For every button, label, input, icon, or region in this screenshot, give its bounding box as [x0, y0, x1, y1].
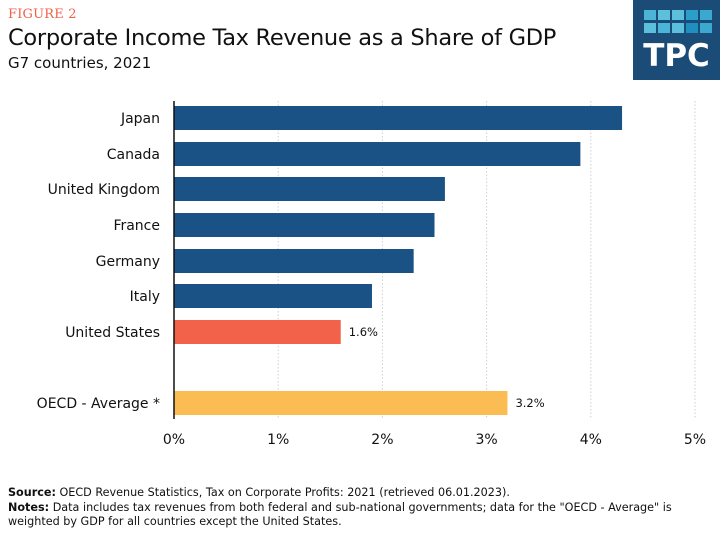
logo-square: [700, 10, 712, 20]
bar-chart: Japan Canada United Kingdom France Germany It…: [37, 101, 706, 448]
category-label: Italy: [130, 289, 160, 305]
logo-square: [658, 10, 670, 20]
source-label: Source:: [8, 486, 56, 499]
logo-square: [644, 23, 656, 33]
bar-japan: [174, 106, 623, 130]
data-label: 1.6%: [349, 325, 378, 339]
data-labels: 1.6% 3.2%: [349, 325, 545, 410]
chart-title: Corporate Income Tax Revenue as a Share …: [8, 25, 557, 51]
logo-square: [686, 10, 698, 20]
bar-united-states: [174, 320, 341, 344]
source-text: OECD Revenue Statistics, Tax on Corporat…: [59, 486, 510, 499]
x-tick-label: 1%: [267, 432, 289, 448]
logo-square: [686, 23, 698, 33]
bar-italy: [174, 284, 372, 308]
bar-germany: [174, 249, 414, 273]
source-line: Source: OECD Revenue Statistics, Tax on …: [8, 486, 708, 501]
notes-line: Notes: Data includes tax revenues from b…: [8, 501, 708, 530]
category-label: Germany: [96, 254, 160, 270]
bar-canada: [174, 142, 581, 166]
category-label: OECD - Average *: [37, 396, 160, 412]
notes-label: Notes:: [8, 500, 50, 514]
category-label: United Kingdom: [48, 182, 160, 198]
category-label: Japan: [120, 111, 160, 127]
category-label: United States: [65, 325, 160, 341]
bar-oecd-average: [174, 391, 508, 415]
x-tick-label: 4%: [580, 432, 602, 448]
category-labels: Japan Canada United Kingdom France Germany It…: [37, 111, 160, 412]
bar-united-kingdom: [174, 177, 445, 201]
x-tick-label: 5%: [684, 432, 706, 448]
x-tick-label: 0%: [163, 432, 185, 448]
logo-square: [658, 23, 670, 33]
logo-text: TPC: [643, 38, 710, 74]
logo-square: [700, 23, 712, 33]
footer: Source: OECD Revenue Statistics, Tax on …: [8, 486, 708, 530]
x-tick-label: 3%: [475, 432, 497, 448]
x-tick-labels: 0% 1% 2% 3% 4% 5%: [163, 432, 706, 448]
category-label: France: [113, 218, 160, 234]
logo-square: [672, 23, 684, 33]
tpc-logo: TPC: [633, 0, 720, 80]
category-label: Canada: [107, 147, 160, 163]
bars: [174, 106, 623, 415]
bar-france: [174, 213, 435, 237]
chart-subtitle: G7 countries, 2021: [8, 54, 152, 72]
x-tick-label: 2%: [371, 432, 393, 448]
notes-text: Data includes tax revenues from both fed…: [8, 500, 672, 529]
logo-square: [672, 10, 684, 20]
figure-label: FIGURE 2: [8, 7, 77, 22]
data-label: 3.2%: [515, 396, 544, 410]
logo-square: [644, 10, 656, 20]
